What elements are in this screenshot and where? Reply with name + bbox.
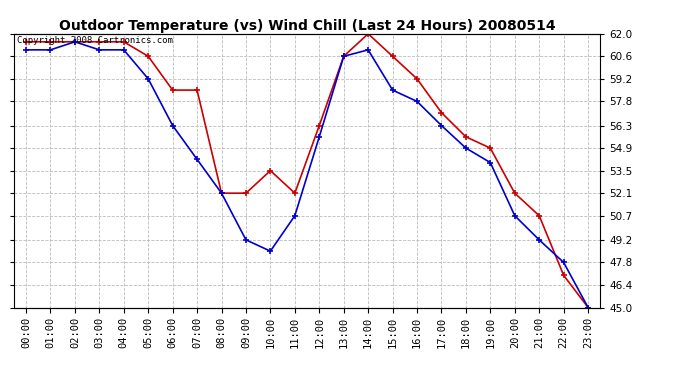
Text: Copyright 2008 Cartronics.com: Copyright 2008 Cartronics.com (17, 36, 172, 45)
Title: Outdoor Temperature (vs) Wind Chill (Last 24 Hours) 20080514: Outdoor Temperature (vs) Wind Chill (Las… (59, 19, 555, 33)
